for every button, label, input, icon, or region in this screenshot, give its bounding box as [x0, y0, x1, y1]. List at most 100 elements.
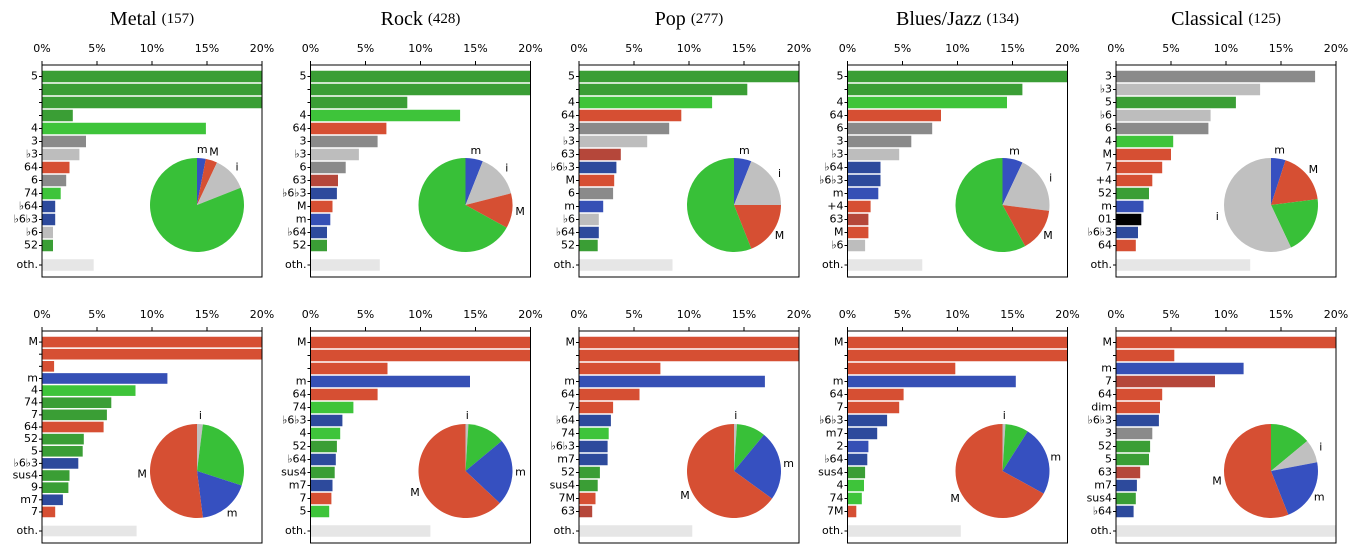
category-label: ♭64: [824, 161, 843, 174]
category-label: 4: [568, 96, 575, 109]
bar: [579, 375, 765, 388]
x-tick-label: 0%: [33, 308, 50, 321]
panel: 0% 5% 10% 15% 20%Mm647♭6474♭6♭3m752sus47M63o…: [550, 308, 811, 544]
bar: [1116, 226, 1138, 239]
axis-frame: [41, 330, 263, 544]
bar: [579, 466, 600, 479]
bar: [42, 70, 262, 83]
bar: [42, 96, 262, 109]
pie-slice: [1271, 158, 1286, 205]
bar: [42, 239, 53, 252]
category-label: M: [297, 336, 307, 349]
category-label: 5: [837, 70, 844, 83]
pie-label: m: [739, 144, 750, 157]
pie-label: i: [199, 409, 202, 422]
panel: Rock (428)0% 5% 10% 15% 20%54643♭3663♭6♭3Mm♭…: [282, 8, 543, 278]
pie-slice: [465, 158, 483, 205]
bar: [1116, 336, 1336, 349]
bar: [1116, 148, 1171, 161]
category-label: sus4: [1087, 492, 1112, 505]
category-label: 3: [300, 135, 307, 148]
category-label: ♭6: [1100, 109, 1112, 122]
bar: [310, 109, 461, 122]
x-tick-label: 20%: [250, 42, 274, 55]
x-tick-label: 15%: [1000, 42, 1024, 55]
genre-name: Metal: [110, 8, 157, 30]
axis-frame: [310, 330, 531, 544]
pie-label: i: [466, 409, 469, 422]
x-tick-label: 15%: [1269, 308, 1293, 321]
category-label: ♭6: [563, 213, 575, 226]
category-label: ♭64: [19, 200, 38, 213]
x-tick-label: 0%: [302, 308, 319, 321]
bar: [42, 525, 137, 537]
axis-frame: [41, 64, 263, 278]
pie-slice: [150, 424, 203, 518]
bar: [1116, 213, 1142, 226]
bar: [42, 385, 136, 396]
category-label: 64: [830, 388, 844, 401]
category-label: 7: [1105, 161, 1112, 174]
bar: [1116, 83, 1261, 96]
x-tick-label: 10%: [945, 42, 969, 55]
song-count: (134): [987, 11, 1020, 27]
bar: [1116, 135, 1174, 148]
bar: [310, 414, 343, 427]
category-label: ♭64: [556, 414, 575, 427]
panel: Metal (157)0% 5% 10% 15% 20%543♭364674♭64♭6♭…: [14, 8, 274, 278]
category-label: 4: [837, 96, 844, 109]
bar: [310, 135, 378, 148]
pie-slice: [465, 441, 513, 504]
bar: [1116, 453, 1149, 466]
x-tick-label: 20%: [1055, 308, 1079, 321]
bar: [847, 259, 923, 271]
category-label: 3: [568, 122, 575, 135]
category-label: ♭6♭3: [282, 187, 306, 200]
category-label: 5: [568, 70, 575, 83]
pie-label: i: [1319, 441, 1322, 454]
bar: [579, 479, 598, 492]
x-tick-label: 10%: [140, 308, 164, 321]
category-label: 6: [568, 187, 575, 200]
category-label: M: [566, 174, 576, 187]
category-label: ♭6♭3: [819, 174, 843, 187]
category-label: 52: [561, 239, 575, 252]
x-tick-label: 0%: [839, 42, 856, 55]
category-label: ♭3: [831, 148, 843, 161]
category-label: 7: [568, 401, 575, 414]
panel: 0% 5% 10% 15% 20%Mm764dim♭6♭3352563m7sus4♭64…: [1087, 308, 1348, 544]
panel: Blues/Jazz (134)0% 5% 10% 15% 20%546463♭3♭64…: [819, 8, 1080, 278]
bar: [310, 213, 331, 226]
category-label: ♭6♭3: [282, 414, 306, 427]
category-label: oth.: [1090, 258, 1112, 271]
category-label: 4: [300, 427, 307, 440]
bar: [579, 414, 611, 427]
x-tick-label: 10%: [677, 42, 701, 55]
pie-slice: [1271, 199, 1318, 248]
category-label: ♭6♭3: [819, 414, 843, 427]
category-label: ♭64: [1093, 505, 1112, 518]
category-label: 6: [300, 161, 307, 174]
bar: [847, 375, 1016, 388]
category-label: 64: [561, 388, 575, 401]
category-label: 4: [31, 384, 38, 397]
bar: [42, 200, 56, 213]
pie-slice: [197, 162, 241, 205]
x-tick-label: 0%: [570, 42, 587, 55]
x-tick-label: 5%: [625, 42, 642, 55]
category-label: 01: [1098, 213, 1112, 226]
x-tick-label: 20%: [1324, 308, 1348, 321]
bar: [310, 375, 470, 388]
category-label: 4: [31, 122, 38, 135]
genre-name: Blues/Jazz: [896, 8, 982, 30]
category-label: ♭3: [563, 135, 575, 148]
category-label: M: [297, 200, 307, 213]
category-label: ♭3: [1100, 83, 1112, 96]
category-label: 52: [561, 466, 575, 479]
bar: [579, 239, 598, 252]
song-count: (125): [1248, 11, 1281, 27]
bar: [42, 161, 70, 174]
category-label: ♭6♭3: [1088, 414, 1112, 427]
panel: 0% 5% 10% 15% 20%Mm6474♭6♭3452♭64sus4m775oth…: [281, 308, 543, 544]
category-label: 63: [1098, 466, 1112, 479]
